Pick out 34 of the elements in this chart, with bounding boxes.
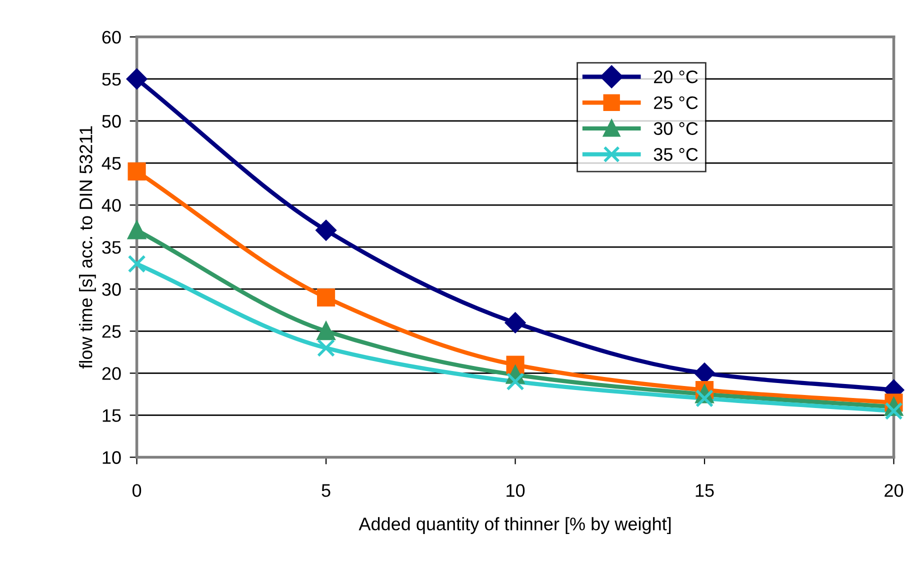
y-axis-title: flow time [s] acc. to DIN 53211 [79, 126, 96, 369]
point [126, 68, 148, 90]
y-tick-label: 10 [102, 451, 121, 464]
point [316, 220, 336, 240]
legend-label: 35 °C [654, 148, 698, 161]
y-tick-label: 40 [102, 198, 121, 212]
point [128, 162, 146, 180]
point [695, 389, 714, 408]
point [506, 372, 524, 391]
x-tick-label: 20 [884, 484, 904, 497]
point [505, 312, 526, 333]
legend-label: 25 °C [654, 96, 698, 110]
y-tick-label: 55 [102, 73, 121, 86]
y-tick-label: 20 [102, 367, 121, 380]
y-tick-label: 25 [102, 325, 121, 338]
x-tick-label: 5 [322, 484, 330, 497]
x-tick-label: 10 [506, 484, 525, 497]
x-axis-title: Added quantity of thinner [% by weight] [358, 517, 671, 534]
point [317, 288, 336, 307]
point [884, 402, 903, 420]
point [128, 221, 146, 240]
x-tick-label: 0 [132, 484, 142, 497]
y-tick-label: 60 [102, 30, 121, 44]
point [317, 322, 336, 340]
point [128, 254, 146, 273]
y-tick-label: 15 [102, 409, 121, 422]
point [317, 338, 336, 357]
y-tick-label: 50 [102, 114, 121, 128]
legend-label: 30 °C [654, 122, 698, 135]
legend-label: 20 °C [654, 70, 698, 84]
x-tick-label: 15 [696, 484, 714, 497]
y-tick-label: 30 [102, 283, 121, 296]
y-tick-label: 35 [102, 241, 121, 254]
y-tick-label: 45 [102, 157, 121, 170]
